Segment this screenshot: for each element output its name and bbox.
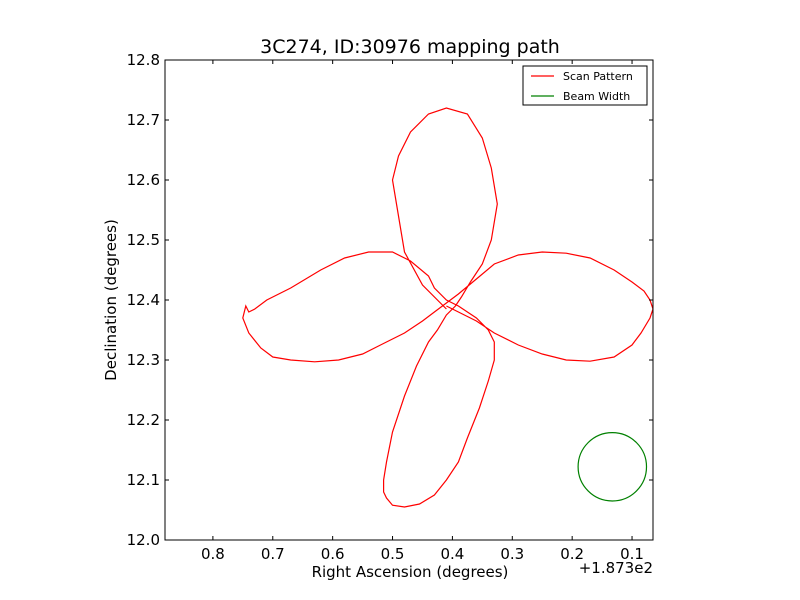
- x-axis-label: Right Ascension (degrees): [312, 563, 509, 581]
- legend-label-scan-pattern: Scan Pattern: [563, 70, 633, 83]
- legend-box: [522, 65, 648, 106]
- x-tick-label: 0.5: [381, 545, 405, 563]
- y-tick-label: 12.4: [127, 291, 160, 309]
- x-axis-offset-label: +1.873e2: [579, 559, 653, 577]
- y-tick-label: 12.0: [127, 531, 160, 549]
- beam-width-circle: [577, 431, 648, 502]
- y-tick-label: 12.6: [127, 171, 160, 189]
- x-tick-label: 0.1: [620, 545, 644, 563]
- y-tick-label: 12.8: [127, 51, 160, 69]
- x-tick-label: 0.8: [201, 545, 225, 563]
- scan-pattern-line: [242, 107, 653, 508]
- y-tick-label: 12.2: [127, 411, 160, 429]
- x-tick-label: 0.2: [560, 545, 584, 563]
- x-tick-label: 0.7: [261, 545, 285, 563]
- legend-label-beam-width: Beam Width: [563, 90, 630, 103]
- series-layer: [242, 107, 653, 508]
- y-tick-label: 12.5: [127, 231, 160, 249]
- x-tick-label: 0.3: [500, 545, 524, 563]
- y-tick-label: 12.3: [127, 351, 160, 369]
- x-tick-label: 0.4: [440, 545, 464, 563]
- y-tick-label: 12.1: [127, 471, 160, 489]
- x-axis: 0.8 0.7 0.6 0.5 0.4 0.3 0.2 0.1: [201, 60, 644, 563]
- legend: Scan Pattern Beam Width: [522, 65, 648, 106]
- y-tick-label: 12.7: [127, 111, 160, 129]
- y-axis-label: Declination (degrees): [102, 219, 120, 381]
- y-axis: 12.0 12.1 12.2 12.3 12.4 12.5 12.6 12.7 12.8: [127, 51, 653, 549]
- chart-title: 3C274, ID:30976 mapping path: [260, 36, 560, 58]
- plot-frame: [164, 59, 654, 541]
- x-tick-label: 0.6: [321, 545, 345, 563]
